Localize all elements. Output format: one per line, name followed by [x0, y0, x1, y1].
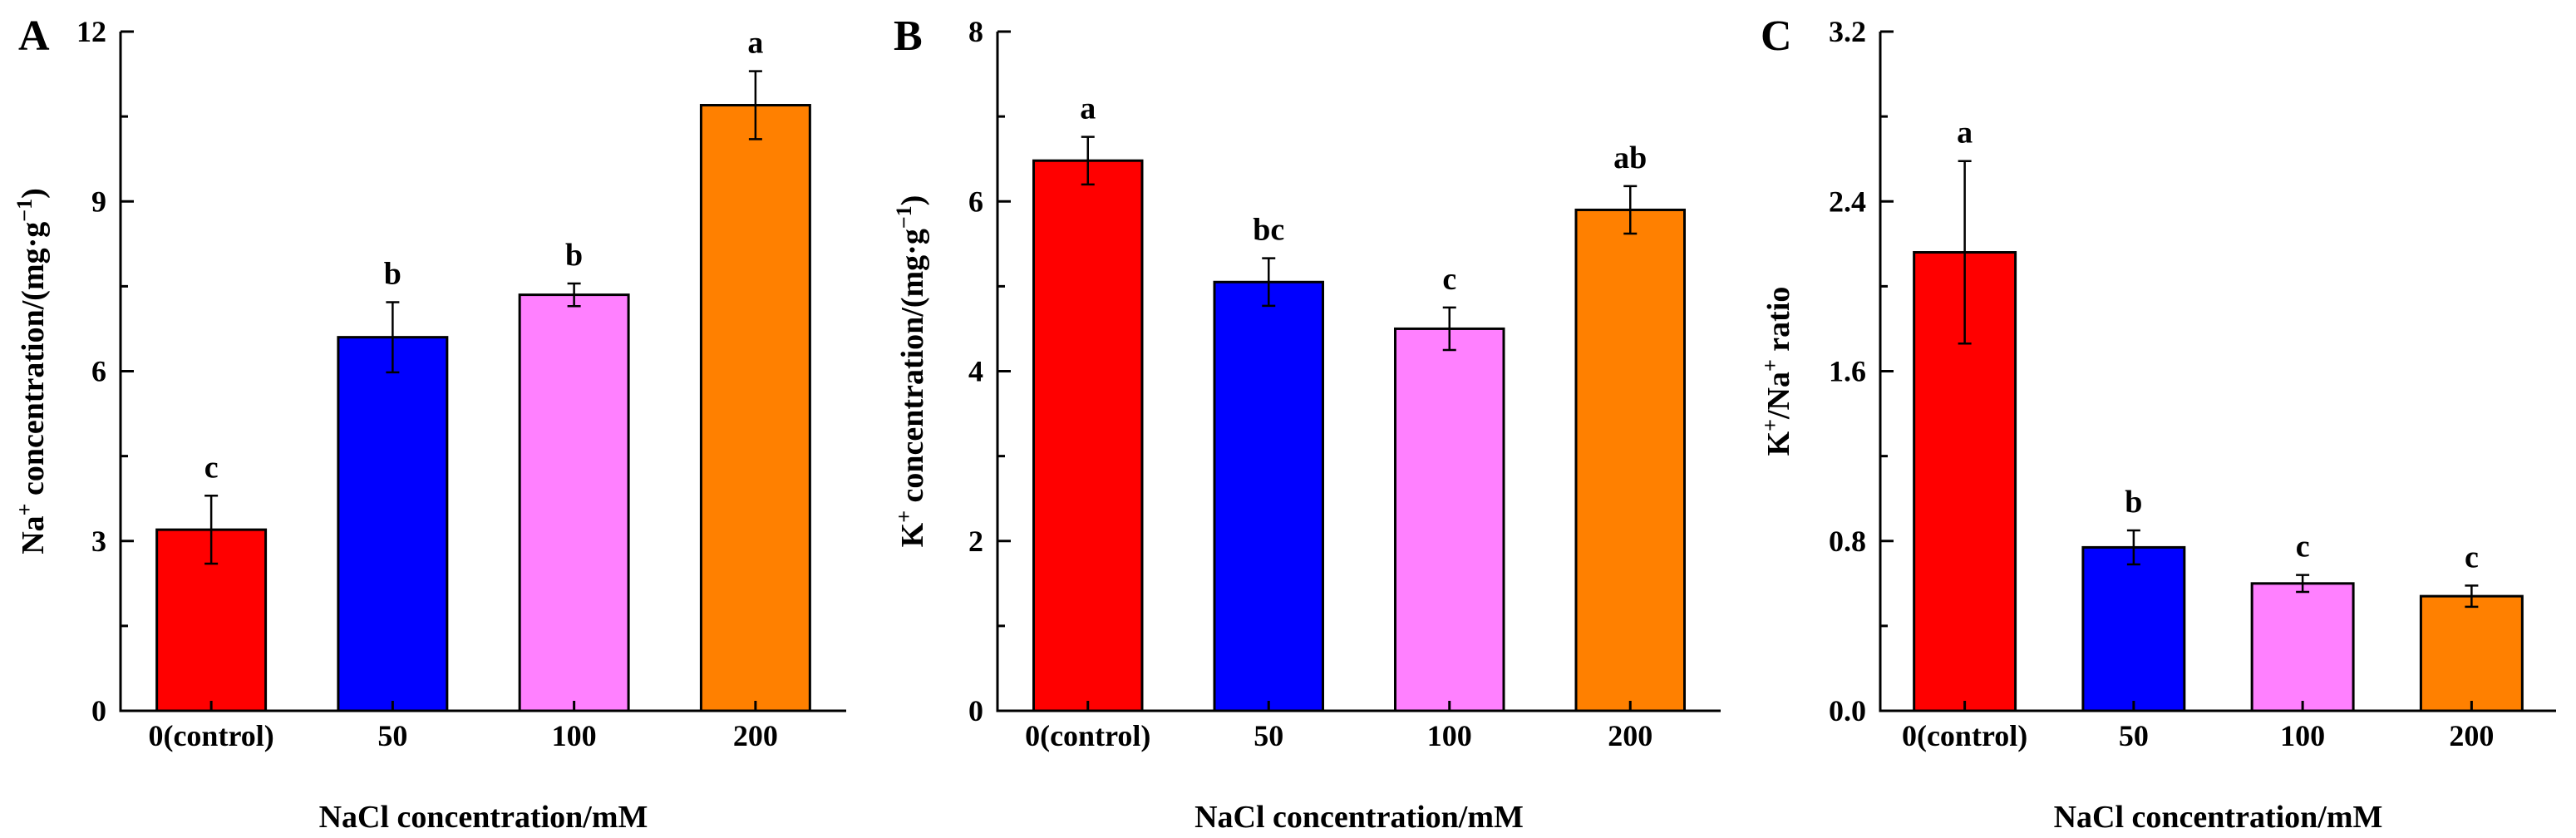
- panel-b: Ba 0(control) bc 50 c 100 ab 200 0 2 4 6 8 NaCl conce…: [892, 12, 1721, 835]
- y-tick-label: 6: [968, 185, 983, 218]
- bar-200: [1574, 208, 1686, 712]
- y-axis-title: K+/Na+ ratio: [1758, 287, 1797, 456]
- y-axis-title: Na+ concentration/(mg·g−1): [12, 188, 52, 555]
- error-bar: [1262, 257, 1276, 308]
- y-axis-title-sup2: −1: [892, 205, 916, 229]
- significance-label: a: [1080, 91, 1096, 126]
- axes: [996, 32, 1721, 712]
- bar-100: [1394, 327, 1505, 712]
- y-tick-label: 2: [968, 525, 983, 558]
- error-bar: [1958, 160, 1972, 345]
- x-tick-label: 100: [552, 719, 597, 752]
- y-tick-label: 0: [91, 694, 106, 727]
- x-tick-label: 100: [1427, 719, 1472, 752]
- y-tick-label: 3: [91, 525, 106, 558]
- x-tick-label: 100: [2280, 719, 2325, 752]
- y-tick-label: 4: [968, 355, 983, 388]
- error-bar: [2296, 574, 2310, 594]
- error-bar: [1442, 306, 1456, 352]
- significance-label: c: [204, 450, 219, 485]
- x-tick-label: 200: [733, 719, 778, 752]
- significance-label: c: [1442, 262, 1456, 297]
- bar-200: [2419, 594, 2524, 712]
- x-axis-title: NaCl concentration/mM: [2054, 800, 2383, 835]
- significance-label: b: [2125, 485, 2142, 520]
- y-tick-label: 0.0: [1829, 694, 1866, 727]
- error-bar: [1623, 185, 1638, 235]
- panel-a: Ac 0(control) b 50 b 100 a 200 0 3 6 9 12 NaCl concen…: [12, 12, 846, 835]
- bar-50: [2081, 545, 2186, 712]
- y-axis-title-sup2: −1: [12, 199, 37, 222]
- y-axis-title-base: K: [895, 522, 930, 547]
- significance-label: c: [2296, 530, 2310, 564]
- x-tick-label: 50: [1254, 719, 1283, 752]
- error-bar: [2126, 529, 2140, 566]
- y-tick-label: 8: [968, 15, 983, 48]
- y-axis-title-sup1: +: [12, 503, 37, 515]
- panel-c: Ca 0(control) b 50 c 100 c 200 0.0 0.8 1.6 2.4 3.2 Na…: [1758, 12, 2556, 835]
- x-axis-title: NaCl concentration/mM: [319, 800, 648, 835]
- y-axis-title-base: Na: [16, 515, 51, 554]
- significance-label: ab: [1613, 140, 1647, 175]
- y-tick-label: 9: [91, 185, 106, 218]
- panel-letter: B: [894, 12, 923, 60]
- error-bar: [1081, 136, 1095, 186]
- bar-0control: [1032, 159, 1144, 712]
- y-tick-label: 2.4: [1829, 185, 1866, 218]
- x-tick-label: 50: [377, 719, 407, 752]
- panel-letter: A: [18, 12, 50, 60]
- bar-100: [518, 293, 630, 712]
- y-axis-title-sup1: +: [892, 510, 916, 523]
- x-tick-label: 200: [1608, 719, 1652, 752]
- error-bar: [567, 282, 581, 308]
- y-axis-title-sup2: +: [1758, 359, 1782, 372]
- error-bar: [204, 495, 219, 565]
- y-tick-label: 0.8: [1829, 525, 1866, 558]
- x-tick-label: 0(control): [1902, 719, 2027, 752]
- y-axis-title-end: ratio: [1761, 287, 1796, 360]
- y-axis-title-end: ): [895, 195, 930, 206]
- y-tick-label: 3.2: [1829, 15, 1866, 48]
- error-bar: [748, 70, 762, 140]
- significance-label: c: [2465, 540, 2479, 574]
- x-axis-title: NaCl concentration/mM: [1194, 800, 1524, 835]
- significance-label: bc: [1253, 213, 1284, 248]
- y-axis-title-mid: /Na: [1761, 372, 1796, 420]
- y-tick-label: 1.6: [1829, 355, 1866, 388]
- error-bar: [386, 301, 400, 374]
- bar-100: [2250, 582, 2355, 712]
- y-axis-title-end: ): [16, 188, 51, 199]
- y-axis-title: K+ concentration/(mg·g−1): [892, 195, 931, 548]
- bar-50: [337, 336, 449, 712]
- y-tick-label: 12: [76, 15, 106, 48]
- bar-200: [699, 104, 811, 712]
- y-axis-title-mid: concentration/(mg·g: [895, 229, 930, 510]
- significance-label: a: [1957, 116, 1973, 150]
- y-axis-title-mid: concentration/(mg·g: [16, 222, 51, 504]
- x-tick-label: 50: [2119, 719, 2149, 752]
- error-bar: [2465, 584, 2479, 609]
- axes: [119, 32, 846, 712]
- y-axis-title-base: K: [1761, 431, 1796, 456]
- y-tick-label: 6: [91, 355, 106, 388]
- y-tick-label: 0: [968, 694, 983, 727]
- bar-50: [1213, 280, 1324, 712]
- panel-letter: C: [1761, 12, 1792, 60]
- x-tick-label: 0(control): [1025, 719, 1150, 752]
- x-tick-label: 0(control): [148, 719, 273, 752]
- axes: [1879, 32, 2556, 712]
- significance-label: b: [384, 256, 401, 291]
- significance-label: b: [565, 238, 583, 273]
- x-tick-label: 200: [2449, 719, 2494, 752]
- significance-label: a: [747, 26, 763, 61]
- y-axis-title-sup1: +: [1758, 419, 1782, 431]
